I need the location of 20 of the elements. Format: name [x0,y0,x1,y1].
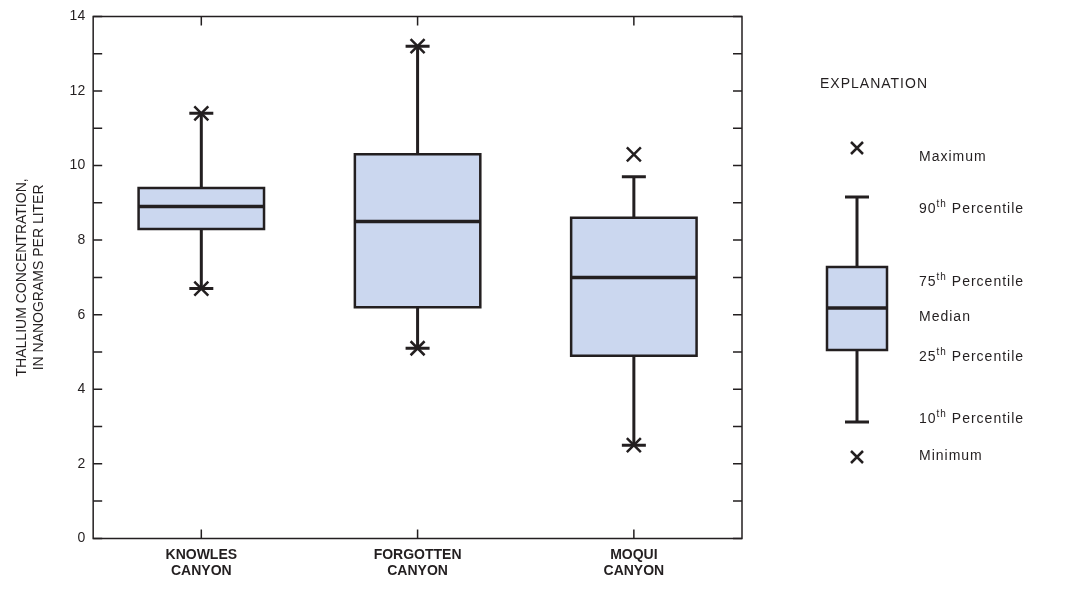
x-tick-label: MOQUI CANYON [603,545,665,579]
y-tick-label: 12 [69,81,86,98]
y-tick-label: 10 [69,156,86,173]
y-axis-title: THALLIUM CONCENTRATION, IN NANOGRAMS PER LITER [13,178,47,377]
y-tick-label: 4 [77,380,86,397]
text: Maximum [919,148,987,164]
text: 90$^{th}$ Percentile [919,198,1025,216]
x-tick-label: FORGOTTEN CANYON [373,545,462,579]
text: Median [919,308,971,324]
text: EXPLANATION [820,75,928,91]
x-tick-label: KNOWLES CANYON [165,545,238,579]
text: Minimum [919,447,983,463]
y-tick-label: 0 [77,529,86,546]
y-tick-label: 2 [77,454,86,471]
y-tick-label: 8 [77,230,86,247]
text: 75$^{th}$ Percentile [919,271,1025,289]
y-tick-label: 6 [77,305,86,322]
text: 10$^{th}$ Percentile [919,408,1025,426]
text: 25$^{th}$ Percentile [919,346,1025,364]
y-tick-label: 14 [69,7,86,24]
